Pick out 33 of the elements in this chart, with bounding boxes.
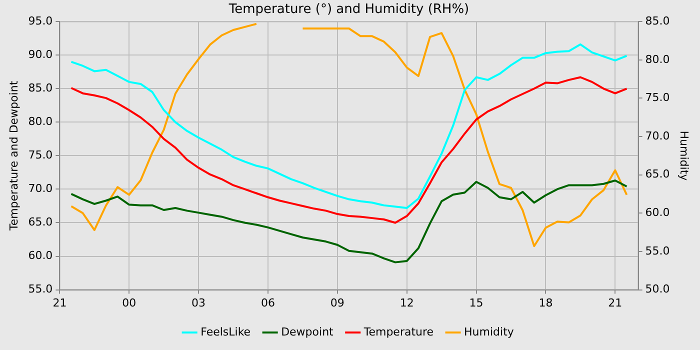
x-tick-label: 09 (330, 296, 344, 310)
x-tick-label: 06 (260, 296, 275, 310)
y-tick-label: 75.0 (28, 148, 53, 162)
y2-axis-title: Humidity (678, 130, 691, 182)
x-tick-label: 21 (52, 296, 67, 310)
y-tick-label: 90.0 (28, 48, 53, 61)
x-tick-label: 12 (400, 296, 414, 310)
x-tick-label: 03 (192, 296, 206, 310)
x-tick-label: 00 (122, 296, 136, 310)
y2-tick-label: 55.0 (645, 244, 670, 258)
legend-label: Humidity (464, 325, 514, 338)
y-tick-label: 70.0 (28, 182, 53, 196)
y2-tick-label: 75.0 (645, 91, 670, 104)
y-tick-label: 85.0 (28, 82, 53, 95)
y-tick-label: 55.0 (28, 282, 53, 296)
y2-tick-label: 80.0 (645, 52, 670, 66)
x-tick-label: 18 (538, 296, 553, 310)
y-tick-label: 95.0 (28, 14, 53, 28)
y2-tick-label: 70.0 (645, 129, 670, 142)
legend-label: FeelsLike (200, 325, 251, 338)
chart-title: Temperature (°) and Humidity (RH%) (228, 2, 470, 18)
y2-tick-label: 65.0 (645, 168, 670, 181)
legend-label: Temperature (362, 325, 434, 338)
y2-tick-label: 50.0 (645, 282, 670, 296)
y-axis-title: Temperature and Dewpoint (7, 80, 20, 232)
y-tick-label: 80.0 (28, 115, 53, 128)
x-tick-label: 15 (469, 296, 484, 310)
y-tick-label: 65.0 (28, 216, 53, 229)
y2-tick-label: 85.0 (645, 14, 670, 28)
x-tick-label: 21 (608, 296, 622, 310)
y-tick-label: 60.0 (28, 249, 53, 262)
legend-label: Dewpoint (281, 325, 334, 338)
y2-tick-label: 60.0 (645, 206, 670, 220)
